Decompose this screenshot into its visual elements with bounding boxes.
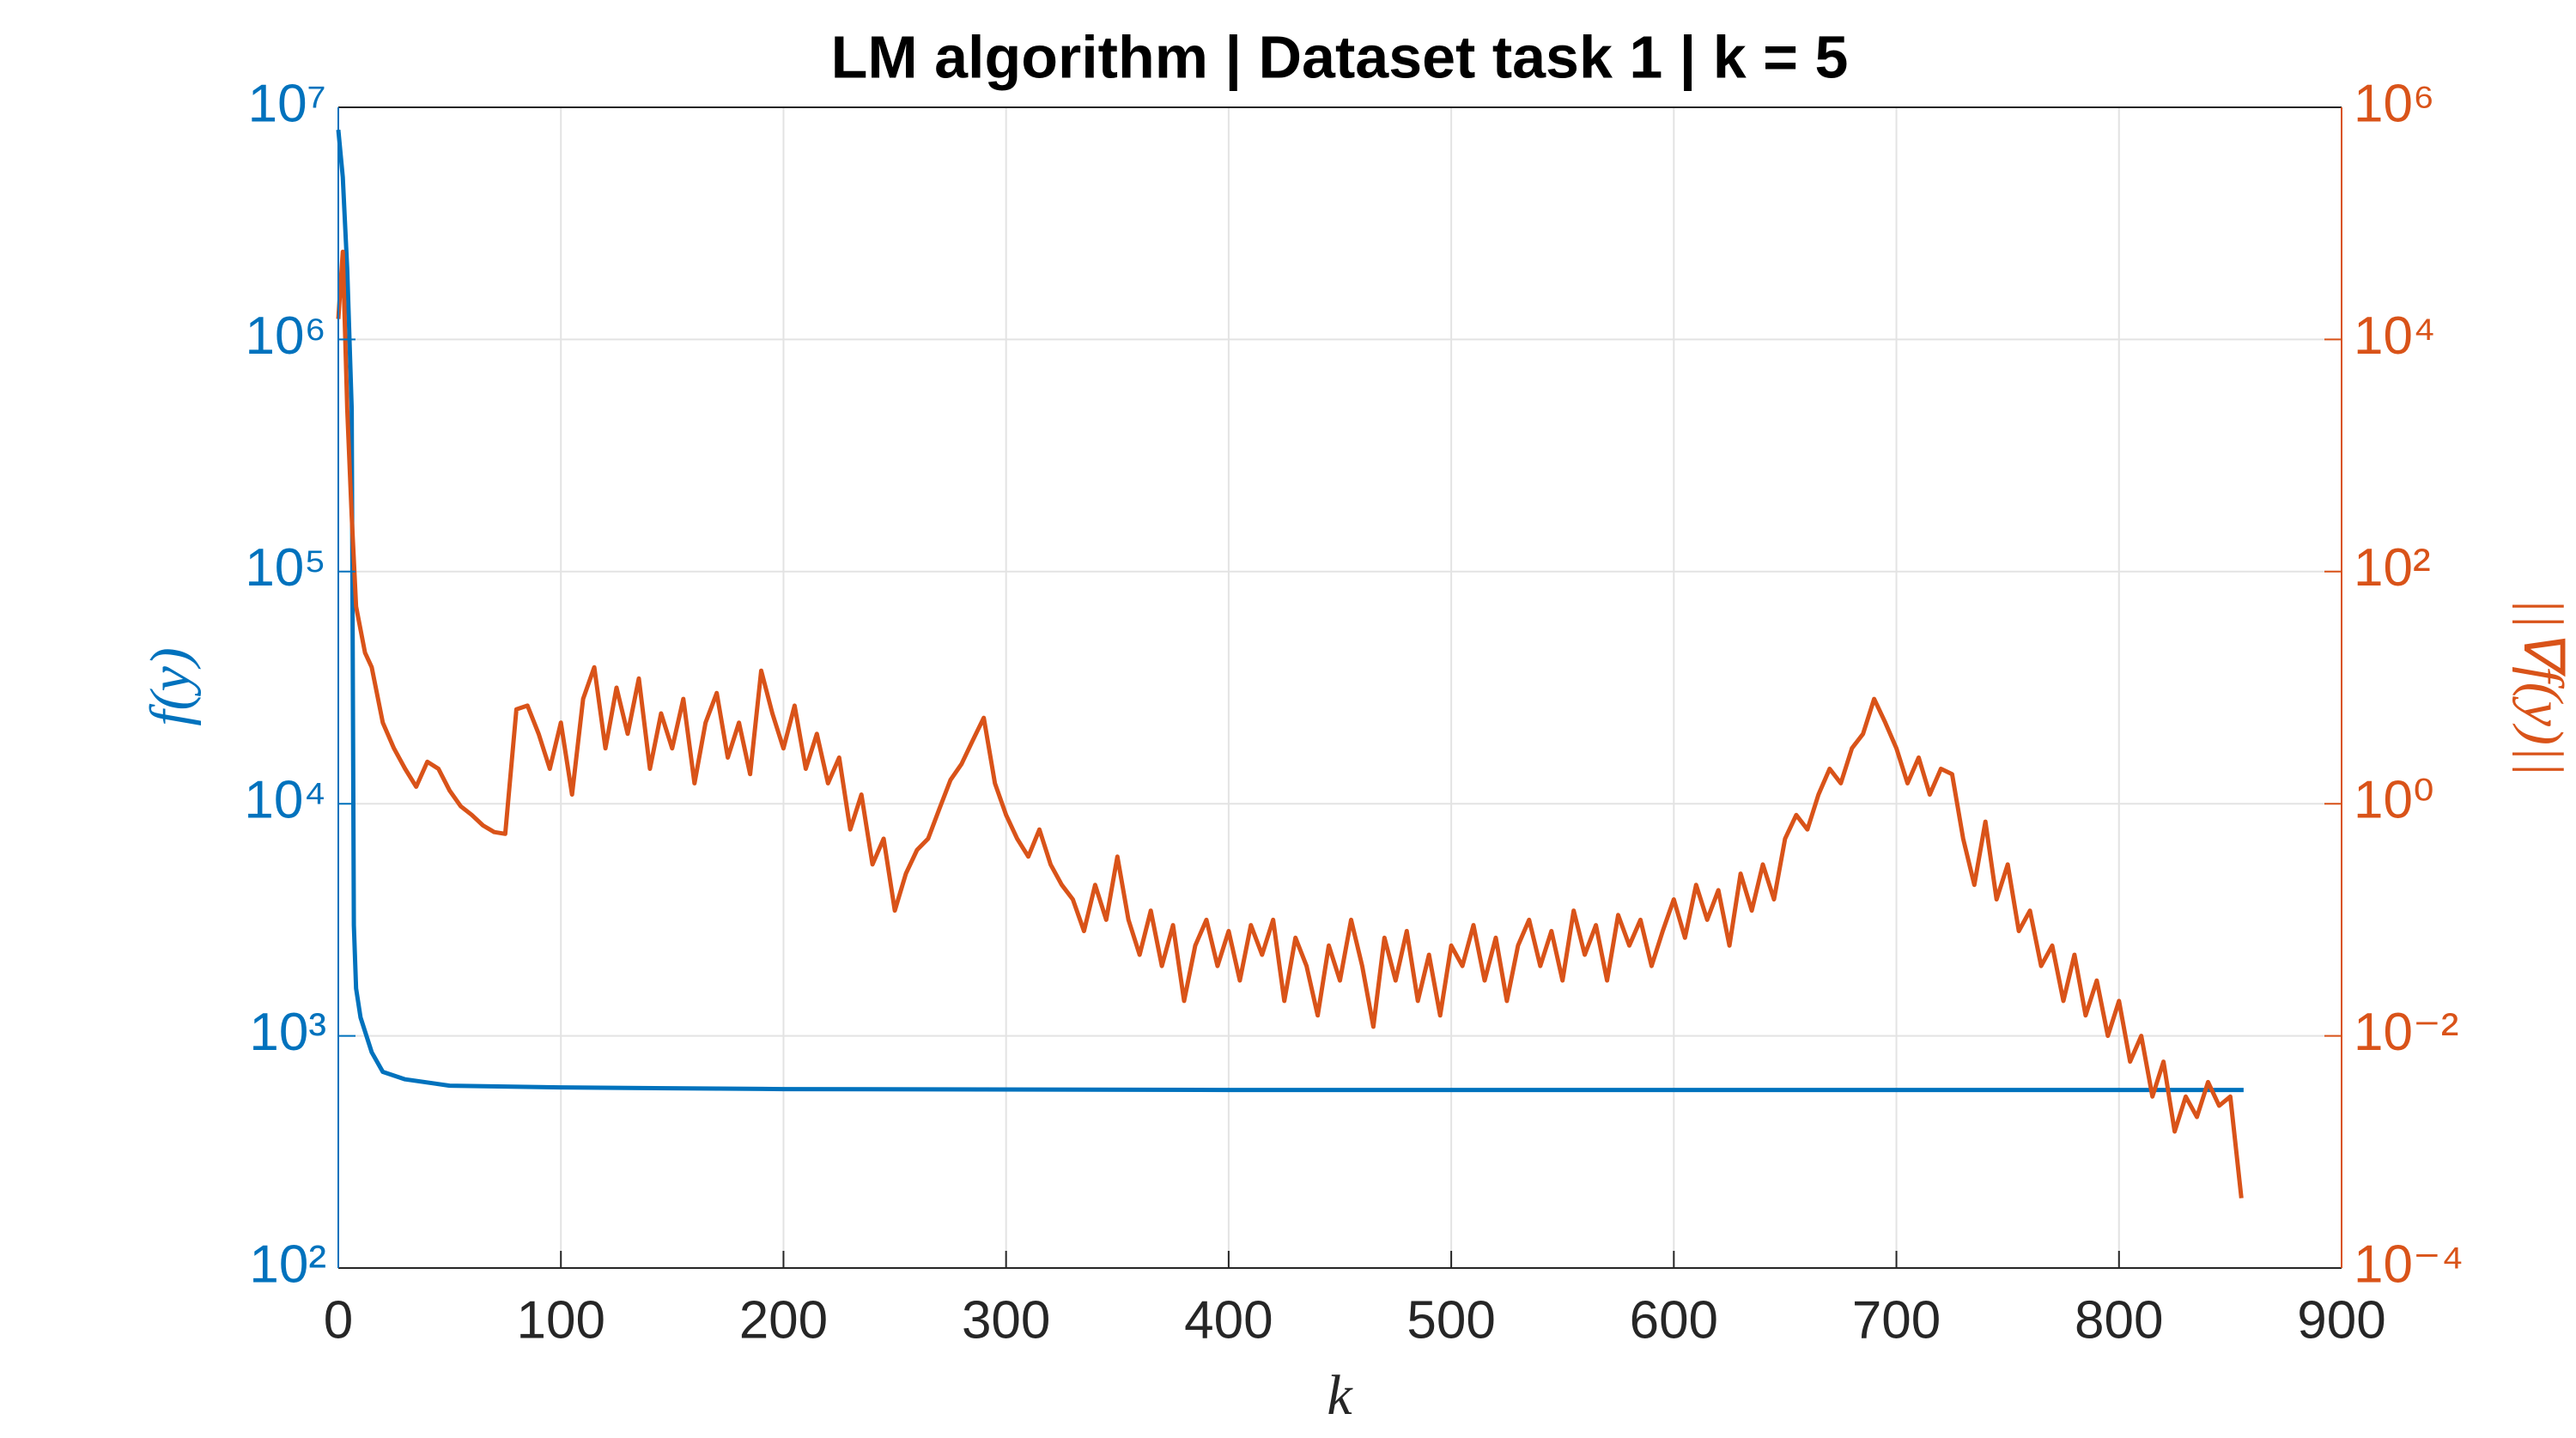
chart-title: LM algorithm | Dataset task 1 | k = 5 [831, 23, 1849, 91]
y-tick-label: 10² [249, 1235, 326, 1294]
x-tick-label: 900 [2297, 1290, 2385, 1350]
y2-tick-label: 10⁴ [2354, 306, 2436, 366]
x-tick-label: 600 [1630, 1290, 1718, 1350]
x-tick-label: 500 [1406, 1290, 1495, 1350]
y-tick-label: 10⁷ [248, 74, 326, 133]
y-tick-label: 10⁶ [246, 306, 326, 366]
y-axis-label: f(y) [139, 647, 202, 726]
y-tick-label: 10³ [249, 1003, 326, 1062]
x-tick-label: 800 [2075, 1290, 2163, 1350]
y2-tick-label: 10⁻⁴ [2354, 1235, 2464, 1294]
x-tick-label: 100 [516, 1290, 605, 1350]
y2-tick-label: 10⁶ [2354, 74, 2434, 133]
line-series [336, 249, 2244, 1198]
x-tick-label: 200 [739, 1290, 828, 1350]
y-tick-label: 10⁵ [245, 538, 326, 598]
y2-axis-label: ||∇f(y)|| [2512, 598, 2574, 776]
y2-tick-label: 10⁰ [2354, 771, 2434, 830]
y2-tick-label: 10⁻² [2354, 1003, 2458, 1062]
y2-tick-label: 10² [2354, 538, 2431, 598]
y-tick-label: 10⁴ [244, 771, 326, 830]
x-tick-label: 700 [1852, 1290, 1941, 1350]
axes: 0 100 200 300 400 500 600 700 800 900 10² 10³ 10⁴ 10⁵… [244, 74, 2464, 1350]
x-tick-label: 300 [962, 1290, 1050, 1350]
x-axis-label: k [1327, 1364, 1353, 1427]
x-tick-label: 400 [1184, 1290, 1273, 1350]
x-tick-label: 0 [324, 1290, 353, 1350]
